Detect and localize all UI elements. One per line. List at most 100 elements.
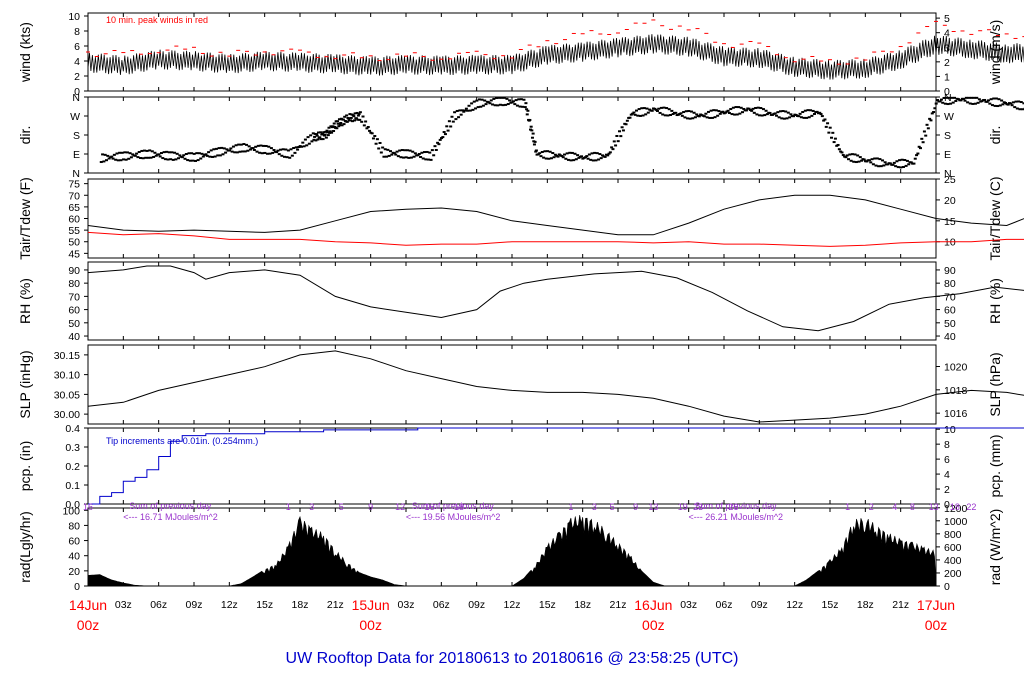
dir-point <box>731 106 735 109</box>
footer-title: UW Rooftop Data for 20180613 to 20180616… <box>285 650 739 667</box>
dir-point <box>361 115 365 118</box>
dir-point <box>636 114 640 117</box>
dir-point <box>632 111 636 114</box>
dir-point <box>125 151 129 154</box>
dir-point <box>506 103 510 106</box>
dir-point <box>845 154 849 157</box>
rad-top-scale-label: 3 <box>309 502 314 512</box>
dir-point <box>870 158 874 161</box>
dir-point <box>385 155 389 158</box>
dir-point <box>318 131 322 134</box>
dir-point <box>734 106 738 109</box>
dir-point <box>943 102 947 105</box>
dir-point <box>472 100 476 103</box>
dir-point <box>539 155 543 158</box>
dir-point <box>460 109 464 112</box>
dir-point <box>239 143 243 146</box>
dir-point <box>683 116 687 119</box>
dir-point <box>195 152 199 155</box>
dir-point <box>726 109 730 112</box>
dir-point <box>932 111 936 114</box>
pressure-trace <box>87 350 1024 423</box>
dir-point <box>324 136 328 139</box>
dir-tick-label: S <box>73 130 80 142</box>
dir-point <box>860 159 864 162</box>
dir-point <box>976 101 980 104</box>
dir-point <box>803 109 807 112</box>
dir-point <box>340 124 344 127</box>
panel-frame-3 <box>87 261 937 341</box>
dir-point <box>862 158 866 161</box>
dir-point <box>625 119 629 122</box>
rad-lgly-tick-label: 100 <box>62 505 80 517</box>
dir-point <box>674 111 678 114</box>
day-label: 14Jun <box>69 597 107 613</box>
dir-point <box>342 123 346 126</box>
dir-point <box>320 133 324 136</box>
dir-point <box>697 115 701 118</box>
dir-point <box>841 154 845 157</box>
dir-point <box>214 147 218 150</box>
rad-top-scale-label: 16 <box>83 502 93 512</box>
dir-point <box>139 156 143 159</box>
slp-inhg-axis-label: SLP (inHg) <box>17 350 33 418</box>
dir-point <box>317 131 321 134</box>
day-time-label: 00z <box>359 617 382 633</box>
dir-point <box>112 153 116 156</box>
dir-point <box>925 123 929 126</box>
pcp-mm-tick-label: 0 <box>944 499 950 511</box>
rh-tick-label: 90 <box>68 265 80 277</box>
rad-top-scale-label: 12 <box>395 502 405 512</box>
dir-point <box>561 156 565 159</box>
dir-point <box>436 141 440 144</box>
rad-top-scale-label: 8 <box>910 502 915 512</box>
dir-point <box>119 159 123 162</box>
humidity-trace <box>87 265 1024 332</box>
dir-point <box>216 154 220 157</box>
dir-point <box>325 129 329 132</box>
dir-point <box>114 158 118 161</box>
dir-point <box>907 163 911 166</box>
dir-point <box>146 156 150 159</box>
dir-point <box>915 154 919 157</box>
slp-inhg-tick-label: 30.05 <box>54 389 80 401</box>
slp-hpa-tick-label: 1018 <box>944 385 968 397</box>
rad-wm2-tick-label: 800 <box>944 529 962 541</box>
dir-point <box>566 158 570 161</box>
dir-point <box>799 116 803 119</box>
dir-point <box>392 152 396 155</box>
wind-ms-axis-label: wind (m/s) <box>987 20 1003 86</box>
dir-point <box>150 150 154 153</box>
dir-point <box>432 154 436 157</box>
dir-point <box>693 116 697 119</box>
hour-tick-label: 09z <box>186 599 203 611</box>
dir-point <box>243 150 247 153</box>
dir-point <box>963 99 967 102</box>
slp-inhg-tick-label: 30.10 <box>54 370 80 382</box>
dir-point <box>443 133 447 136</box>
dir-point <box>337 125 341 128</box>
dir-point <box>798 112 802 115</box>
air-temp-trace <box>87 194 1024 236</box>
dir-point <box>544 157 548 160</box>
dir-point <box>896 166 900 169</box>
dir-point <box>518 105 522 108</box>
temp-c-tick-label: 10 <box>944 237 956 249</box>
dir-point <box>271 151 275 154</box>
dir-point <box>572 159 576 162</box>
dir-point <box>524 102 528 105</box>
dir-point <box>180 156 184 159</box>
dir-point <box>204 153 208 156</box>
day-label: 17Jun <box>917 597 955 613</box>
rad-lgly-tick-label: 60 <box>68 536 80 548</box>
dir-point <box>165 150 169 153</box>
dir-point <box>983 98 987 101</box>
dir-point <box>481 104 485 107</box>
dir-point <box>946 103 950 106</box>
dir-point <box>671 113 675 116</box>
dir-point <box>131 153 135 156</box>
rad-daily-sum-value: <--- 19.56 MJoules/m^2 <box>406 512 501 522</box>
day-time-label: 00z <box>642 617 665 633</box>
rad-top-scale-label: 13 <box>648 502 658 512</box>
dir-point <box>207 151 211 154</box>
